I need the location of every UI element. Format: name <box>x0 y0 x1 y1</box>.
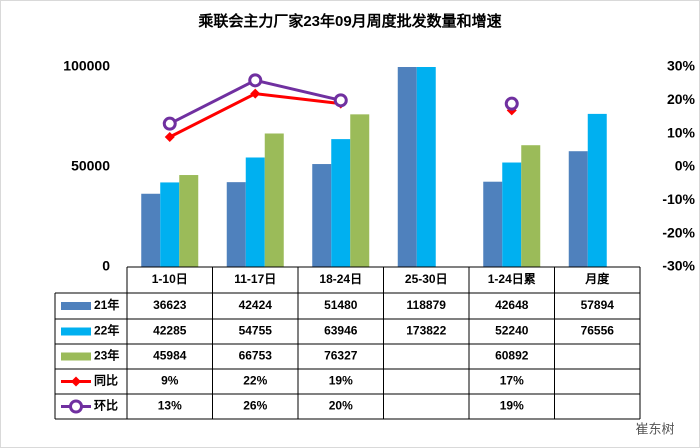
bar <box>264 133 284 267</box>
plot-area <box>141 67 607 267</box>
bar <box>416 67 436 267</box>
table-cell: 20% <box>329 399 353 413</box>
table-cell: 173822 <box>406 324 446 338</box>
table-cell: 60892 <box>495 349 529 363</box>
table-cell: 66753 <box>239 349 273 363</box>
y2-tick-label: -20% <box>662 224 695 240</box>
line-marker <box>250 88 261 99</box>
legend-swatch <box>61 302 91 310</box>
y-tick-label: 0 <box>102 258 110 274</box>
category-label: 18-24日 <box>319 272 362 286</box>
bar <box>502 162 522 267</box>
bar <box>587 113 607 267</box>
bar <box>226 182 246 267</box>
table-cell: 9% <box>161 374 179 388</box>
line-marker <box>248 73 263 88</box>
legend-swatch <box>61 327 91 336</box>
table-cell: 76556 <box>581 324 615 338</box>
table-cell: 19% <box>500 399 524 413</box>
legend-label: 23年 <box>94 348 119 363</box>
line-marker <box>71 376 81 387</box>
line-marker <box>69 399 83 414</box>
table-cell: 51480 <box>324 298 358 312</box>
y2-tick-label: 30% <box>667 58 696 74</box>
bar <box>397 67 417 267</box>
bar <box>160 182 180 267</box>
category-label: 25-30日 <box>405 272 448 286</box>
table-cell: 42424 <box>239 298 273 312</box>
table-cell: 118879 <box>407 298 447 312</box>
bar <box>521 145 541 267</box>
line-marker <box>504 96 519 111</box>
table-cell: 54755 <box>239 324 273 338</box>
legend-label: 环比 <box>94 398 118 413</box>
y2-tick-label: 20% <box>667 91 696 107</box>
y2-tick-label: 0% <box>675 158 696 174</box>
bar <box>245 157 265 267</box>
legend-label: 22年 <box>94 323 119 338</box>
category-label: 1-24日累 <box>488 272 536 286</box>
bar <box>312 164 332 267</box>
category-label: 11-17日 <box>234 272 276 286</box>
table-cell: 19% <box>329 374 353 388</box>
table-cell: 22% <box>243 374 267 388</box>
chart-title: 乘联会主力厂家23年09月周度批发数量和增速 <box>197 12 501 30</box>
y-tick-label: 100000 <box>63 58 110 74</box>
table-cell: 26% <box>243 399 267 413</box>
table-cell: 76327 <box>324 349 358 363</box>
table-cell: 13% <box>158 399 182 413</box>
legend-label: 同比 <box>94 373 118 388</box>
table-cell: 57894 <box>581 298 615 312</box>
y2-tick-label: -10% <box>662 191 695 207</box>
bar <box>179 175 199 267</box>
line-marker <box>162 116 177 131</box>
y2-tick-label: -30% <box>662 258 695 274</box>
table-cell: 52240 <box>495 324 529 338</box>
y2-tick-label: 10% <box>667 124 696 140</box>
watermark: 崔东树 <box>635 421 674 436</box>
y-tick-label: 50000 <box>71 158 110 174</box>
table-cell: 42648 <box>495 298 529 312</box>
line-marker <box>333 93 348 108</box>
table-cell: 45984 <box>153 349 187 363</box>
category-label: 月度 <box>584 271 610 286</box>
bar <box>141 193 161 267</box>
table-cell: 63946 <box>324 324 358 338</box>
bar <box>568 151 588 267</box>
table-cell: 36623 <box>153 298 187 312</box>
bar <box>331 139 351 267</box>
category-label: 1-10日 <box>152 272 188 286</box>
bar <box>483 181 503 267</box>
table-cell: 42285 <box>153 324 187 338</box>
line-marker <box>164 132 175 142</box>
table-cell: 17% <box>500 374 524 388</box>
legend-label: 21年 <box>94 297 119 312</box>
legend-swatch <box>61 352 91 361</box>
bar <box>350 114 370 267</box>
